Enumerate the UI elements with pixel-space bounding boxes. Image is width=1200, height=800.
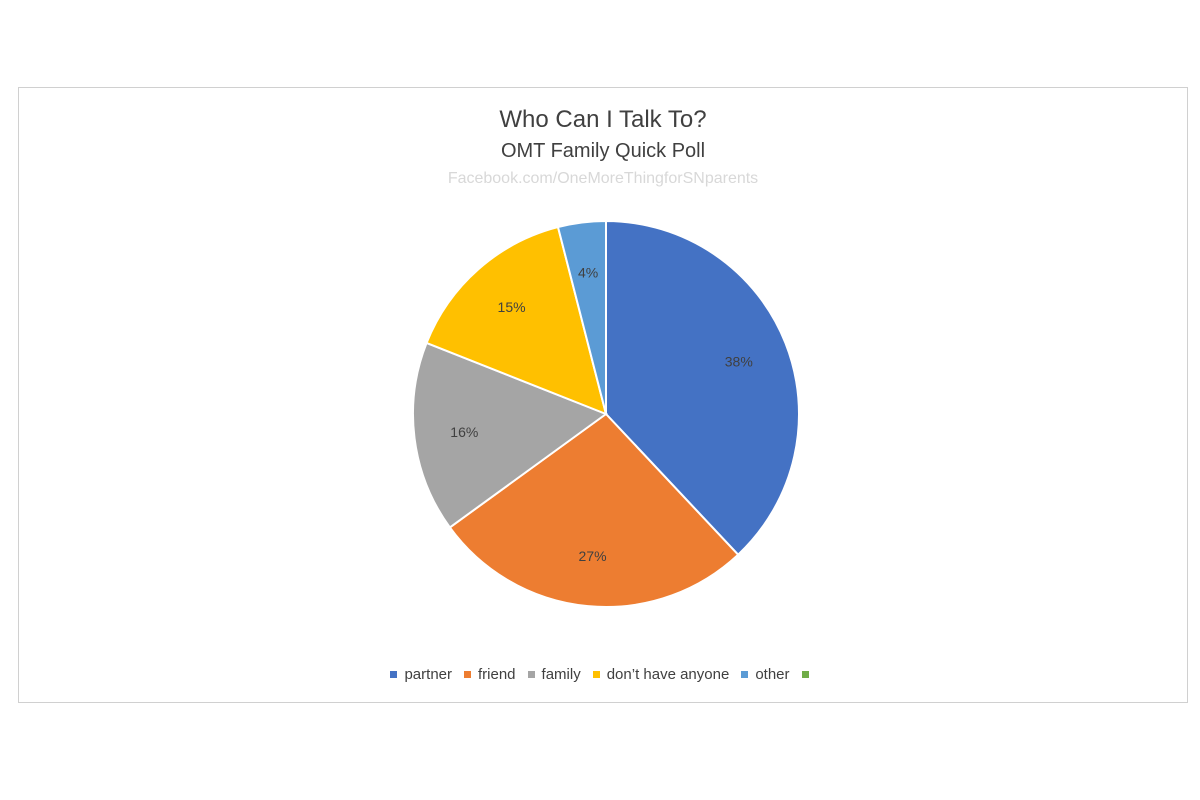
pie-slice-label: 16% bbox=[450, 424, 478, 440]
pie-slice-label: 4% bbox=[578, 264, 598, 280]
pie-slice-friend bbox=[448, 412, 740, 608]
legend-swatch bbox=[390, 671, 398, 678]
legend-swatch bbox=[592, 671, 600, 678]
chart-watermark: Facebook.com/OneMoreThingforSNparents bbox=[447, 170, 759, 187]
legend-label: friend bbox=[478, 666, 516, 683]
legend-label: other bbox=[755, 666, 790, 683]
legend-label: family bbox=[541, 666, 581, 683]
pie-slice-label: 27% bbox=[579, 548, 607, 564]
pie-slice-label: 38% bbox=[725, 353, 753, 369]
legend-item bbox=[801, 671, 816, 678]
legend-label: partner bbox=[404, 666, 452, 683]
pie-chart: 38% 27% 16% 15% 4% bbox=[412, 219, 800, 608]
pie-slice-label: 15% bbox=[498, 299, 526, 315]
legend-label: don’t have anyone bbox=[606, 666, 730, 683]
legend-swatch bbox=[464, 671, 471, 678]
chart-subtitle: OMT Family Quick Poll bbox=[500, 140, 706, 162]
pie-slice-don-t-have-anyone bbox=[425, 225, 608, 416]
legend-item: other bbox=[741, 666, 790, 683]
legend-swatch bbox=[527, 671, 535, 678]
legend-swatch bbox=[801, 671, 809, 678]
chart-title: Who Can I Talk To? bbox=[499, 106, 707, 133]
chart-frame: Who Can I Talk To? OMT Family Quick Poll… bbox=[18, 87, 1188, 703]
chart-legend: partner friend family don’t have anyone othe… bbox=[19, 666, 1187, 683]
legend-item: partner bbox=[390, 666, 452, 683]
pie-slice-other bbox=[556, 219, 607, 415]
legend-item: family bbox=[527, 666, 581, 683]
legend-item: don’t have anyone bbox=[592, 666, 730, 683]
pie-slice-family bbox=[412, 341, 609, 529]
legend-swatch bbox=[741, 671, 749, 678]
pie-slice-partner bbox=[605, 219, 800, 557]
legend-item: friend bbox=[464, 666, 516, 683]
